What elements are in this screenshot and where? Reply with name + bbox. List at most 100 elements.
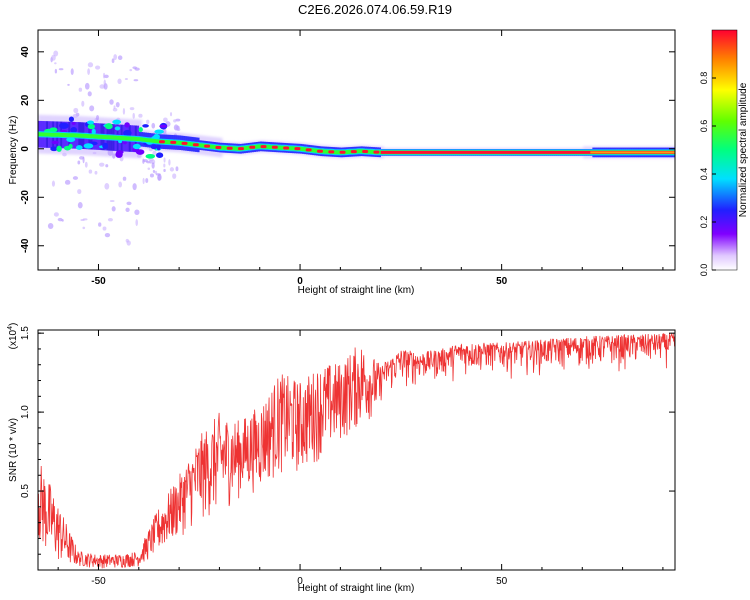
snr-x-label: Height of straight line (km) [298, 583, 415, 594]
spectrogram-speck [51, 180, 56, 187]
spectrogram-x-tick-label: 0 [297, 276, 303, 287]
spectrogram-speck [58, 68, 64, 71]
chart-title: C2E6.2026.074.06.59.R19 [298, 2, 452, 17]
spectrogram-speck [118, 181, 123, 188]
spectrogram-y-tick-label: 20 [20, 94, 31, 106]
spectrogram-speck [99, 162, 105, 167]
spectrogram-speck [77, 189, 82, 195]
spectrogram-peak [181, 141, 188, 145]
spectrogram-blob [150, 144, 158, 150]
spectrogram-blob [56, 145, 62, 152]
spectrogram-speck [95, 65, 101, 70]
spectrogram-speck [132, 183, 137, 191]
spectrogram-blob [159, 124, 168, 128]
spectrogram-peak [350, 150, 357, 154]
spectrogram-speck [172, 173, 177, 179]
spectrogram-speck [73, 107, 79, 114]
spectrogram-y-label: Frequency (Hz) [8, 116, 19, 185]
spectrogram-peak [328, 150, 335, 154]
spectrogram-peak [226, 146, 233, 150]
snr-scale-base: (x10 [8, 329, 19, 349]
spectrogram-heatmap [38, 50, 675, 246]
spectrogram-peak [260, 145, 267, 149]
spectrogram-blob [83, 143, 94, 149]
spectrogram-speck [122, 176, 127, 181]
spectrogram-blob [112, 119, 122, 125]
colorbar-label: Normalized spectral amplitude [738, 82, 749, 217]
spectrogram-speck [87, 68, 90, 76]
spectrogram-speck [87, 91, 92, 97]
spectrogram-speck [109, 199, 115, 203]
spectrogram-blob [87, 120, 95, 125]
snr-series-line [38, 332, 675, 569]
spectrogram-speck [84, 82, 90, 90]
spectrogram-speck [102, 72, 106, 79]
snr-scale-label: (x104) [7, 323, 19, 350]
spectrogram-speck [72, 176, 79, 180]
spectrogram-peak [294, 147, 301, 151]
spectrogram-speck [107, 149, 114, 156]
spectrogram-speck [54, 68, 58, 74]
spectrogram-speck [151, 162, 155, 169]
spectrogram-speck [94, 170, 98, 175]
spectrogram-peak [192, 143, 199, 147]
spectrogram-blob [132, 143, 141, 150]
spectrogram-peak [362, 150, 369, 154]
svg-text:(x104): (x104) [7, 323, 19, 350]
spectrogram-speck [77, 202, 83, 209]
snr-x-tick-label: 0 [297, 576, 303, 587]
spectrogram-blob [104, 123, 113, 130]
spectrogram-peak [283, 146, 290, 150]
spectrogram-x-tick-label: -50 [91, 276, 106, 287]
colorbar-ticks: 0.0 0.2 0.4 0.6 0.8 [699, 72, 716, 276]
spectrogram-blob [91, 128, 96, 135]
spectrogram-speck [125, 238, 129, 243]
spectrogram-peak [204, 144, 211, 148]
spectrogram-speck [175, 166, 179, 172]
spectrogram-speck [82, 156, 85, 164]
spectrogram-y-tick-label: -20 [20, 190, 31, 205]
spectrogram-speck [142, 158, 145, 164]
spectrogram-speck [99, 84, 105, 89]
spectrogram-speck [134, 209, 140, 216]
spectrogram-ridge [38, 131, 675, 156]
spectrogram-blob [75, 145, 83, 151]
spectrogram-blob [71, 121, 76, 125]
spectrogram-speck [173, 119, 177, 123]
spectrogram-speck [78, 87, 83, 92]
spectrogram-speck [84, 161, 88, 168]
spectrogram-speck [117, 55, 123, 61]
spectrogram-peak [271, 145, 278, 149]
colorbar-tick-label: 0.2 [699, 216, 709, 229]
spectrogram-speck [104, 233, 111, 238]
snr-y-tick-label: 1.0 [20, 405, 31, 419]
spectrogram-speck [111, 58, 115, 63]
spectrogram-speck [163, 117, 168, 123]
spectrogram-speck [136, 154, 142, 158]
snr-y-label: SNR (10 * v/v) [8, 418, 19, 482]
spectrogram-speck [154, 170, 158, 175]
spectrogram-speck [124, 77, 128, 81]
spectrogram-peak [249, 145, 256, 149]
spectrogram-speck [147, 167, 151, 170]
spectrogram-x-label: Height of straight line (km) [298, 285, 415, 296]
spectrogram-speck [53, 50, 59, 57]
colorbar-tick-label: 0.6 [699, 120, 709, 133]
spectrogram-peak [339, 150, 346, 154]
spectrogram-speck [104, 183, 110, 190]
spectrogram-speck [82, 226, 86, 230]
spectrogram-blob [49, 127, 58, 133]
spectrogram-speck [96, 114, 100, 121]
spectrogram-speck [177, 128, 181, 132]
spectrogram-speck [175, 118, 181, 122]
spectrogram-blob [156, 143, 161, 151]
spectrogram-blob [68, 116, 74, 122]
spectrogram-blob [70, 126, 78, 133]
spectrogram-speck [81, 100, 85, 107]
spectrogram-speck [146, 119, 150, 125]
spectrogram-peak [316, 149, 323, 153]
spectrogram-blob [102, 142, 109, 150]
spectrogram-speck [149, 173, 154, 178]
spectrogram-blob [155, 152, 164, 159]
